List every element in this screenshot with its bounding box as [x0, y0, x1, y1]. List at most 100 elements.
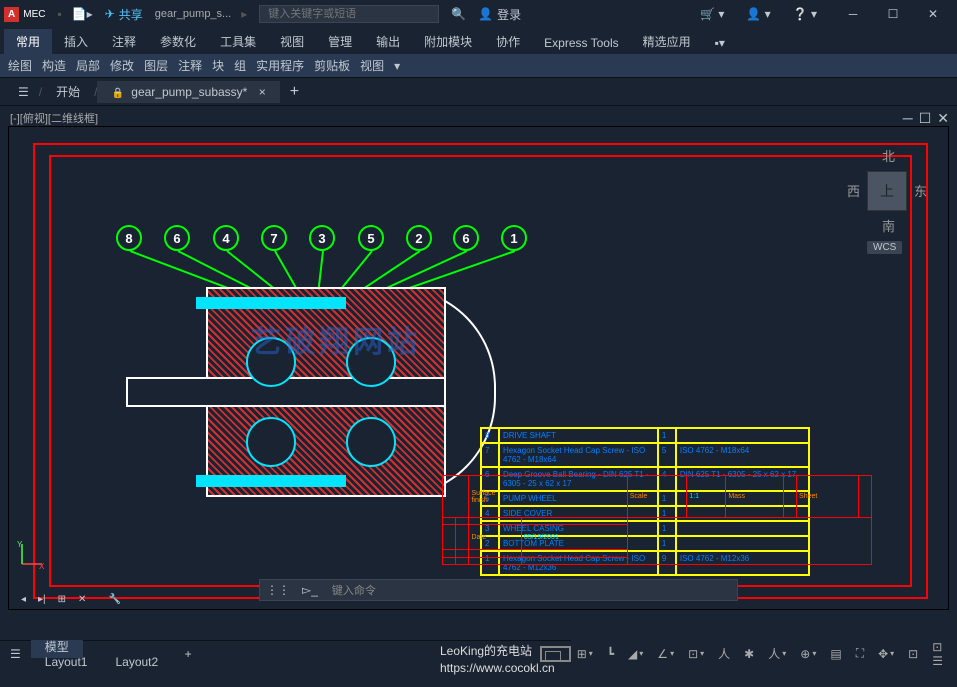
viewcube-top-face[interactable]: 上 [867, 171, 907, 211]
viewport-bottom-controls: ◂ ▸| ⊞ ✕ 🔧 [17, 594, 125, 605]
ribbon-tab-0[interactable]: 常用 [4, 29, 52, 54]
vp-layout-icon[interactable]: ⊞ [54, 594, 70, 605]
ribbon-panel-8[interactable]: 实用程序 [256, 57, 304, 74]
ribbon-tab-3[interactable]: 参数化 [148, 29, 208, 54]
new-tab-button[interactable]: + [280, 83, 309, 101]
cycling-icon[interactable]: ▤ [824, 647, 847, 661]
ribbon-tab-2[interactable]: 注释 [100, 29, 148, 54]
ribbon-panel-3[interactable]: 修改 [110, 57, 134, 74]
quickprops-icon[interactable]: ⊡ [902, 647, 924, 661]
close-button[interactable]: ✕ [913, 0, 953, 28]
ribbon-panel-6[interactable]: 块 [212, 57, 224, 74]
grid-icon[interactable]: ⊞ ▾ [571, 647, 599, 661]
workspace-icon[interactable]: ⛶ [850, 646, 870, 661]
ribbon-tab-6[interactable]: 管理 [316, 29, 364, 54]
separator: ▪ [57, 7, 61, 21]
ribbon-tab-5[interactable]: 视图 [268, 29, 316, 54]
ribbon-panel-1[interactable]: 构造 [42, 57, 66, 74]
minimize-button[interactable]: ─ [833, 0, 873, 28]
units-icon[interactable]: ✥ ▾ [872, 647, 900, 661]
layout-tab-Layout2[interactable]: Layout2 [101, 651, 172, 673]
layout-menu[interactable]: ☰ [0, 647, 31, 661]
viewcube-north[interactable]: 北 [882, 146, 895, 165]
model-space-icon[interactable] [540, 646, 571, 662]
drawing-canvas[interactable]: 864735261 艺破翔网站 8DRIVE SHAFT17Hexagon So… [8, 126, 949, 610]
layout-tab-Layout1[interactable]: Layout1 [31, 651, 102, 673]
app-logo: A [4, 7, 19, 22]
search-input[interactable] [259, 5, 439, 23]
viewcube-east[interactable]: 东 [914, 181, 927, 200]
ribbon-panel-9[interactable]: 剪贴板 [314, 57, 350, 74]
ribbon-tab-1[interactable]: 插入 [52, 29, 100, 54]
table-cell: Hexagon Socket Head Cap Screw - ISO 4762… [499, 443, 658, 467]
login-button[interactable]: 👤 登录 [472, 6, 527, 23]
ortho-icon[interactable]: ◢ ▾ [622, 647, 649, 661]
scale-icon[interactable]: ✱ [738, 647, 760, 661]
titlebar: A MEC ▪ 📄▸ ✈ 共享 gear_pump_s... ▸ 🔍 👤 登录 … [0, 0, 957, 28]
bolt-bottom [196, 475, 346, 487]
wcs-badge[interactable]: WCS [867, 241, 902, 254]
start-tab[interactable]: 开始 [42, 79, 94, 104]
table-row: 7Hexagon Socket Head Cap Screw - ISO 476… [481, 443, 809, 467]
ribbon-tab-8[interactable]: 附加模块 [412, 29, 484, 54]
vp-wrench-icon[interactable]: 🔧 [104, 594, 124, 605]
cart-icon[interactable]: 🛒 ▾ [694, 7, 730, 21]
vp-tab-icon[interactable]: ◂ [17, 594, 30, 605]
drawing-frame-inner: 864735261 艺破翔网站 8DRIVE SHAFT17Hexagon So… [49, 155, 912, 587]
polar-icon[interactable]: ∠ ▾ [651, 647, 680, 661]
vp-minimize-icon[interactable]: ─ [903, 110, 913, 127]
ribbon-tab-7[interactable]: 输出 [364, 29, 412, 54]
vp-close-icon[interactable]: ✕ [937, 110, 949, 127]
file-tab-current[interactable]: 🔒 gear_pump_subassy* × [97, 81, 279, 103]
ribbon-tab-4[interactable]: 工具集 [208, 29, 268, 54]
viewport[interactable]: [-][俯视][二维线框] ─ ☐ ✕ 864735261 [0, 106, 957, 640]
viewcube-south[interactable]: 南 [882, 216, 895, 235]
maximize-button[interactable]: ☐ [873, 0, 913, 28]
help-icon[interactable]: ❔ ▾ [787, 7, 823, 21]
vp-maximize-icon[interactable]: ☐ [919, 110, 932, 127]
ribbon-overflow-icon[interactable]: ▪▾ [703, 32, 737, 54]
ribbon-tab-10[interactable]: Express Tools [532, 32, 630, 54]
svg-text:X: X [39, 562, 45, 569]
search-icon[interactable]: 🔍 [445, 7, 472, 21]
snap-icon[interactable]: ┗ [601, 647, 620, 661]
viewcube[interactable]: 北 南 东 西 上 WCS [842, 136, 932, 256]
add-layout-button[interactable]: + [177, 647, 200, 661]
status-bar: ⊞ ▾ ┗ ◢ ▾ ∠ ▾ ⊡ ▾ 人 ✱ 人 ▾ ⊕ ▾ ▤ ⛶ ✥ ▾ ⊡ … [571, 640, 957, 668]
viewport-controls: ─ ☐ ✕ [903, 110, 949, 127]
cmdline-arrow-icon[interactable]: ▻_ [296, 583, 324, 597]
viewport-label[interactable]: [-][俯视][二维线框] [10, 110, 98, 126]
transparency-icon[interactable]: ⊕ ▾ [794, 647, 822, 661]
ribbon-panel-2[interactable]: 局部 [76, 57, 100, 74]
ribbon-panel-more[interactable]: ▾ [394, 59, 400, 73]
file-tabs-menu[interactable]: ☰ [8, 85, 39, 99]
cmdline-prompt: 键入命令 [324, 582, 384, 598]
isolate-icon[interactable]: ⊡ ☰ [926, 640, 949, 668]
lock-icon: 🔒 [111, 88, 123, 99]
lineweight-icon[interactable]: 人 ▾ [762, 645, 792, 662]
ribbon-tab-9[interactable]: 协作 [484, 29, 532, 54]
ribbon-panel-4[interactable]: 图层 [144, 57, 168, 74]
share-button[interactable]: ✈ 共享 [99, 6, 149, 23]
close-tab-icon[interactable]: × [259, 85, 266, 99]
ribbon-panel-10[interactable]: 视图 [360, 57, 384, 74]
autodesk-icon[interactable]: 👤 ▾ [740, 7, 776, 21]
separator: ▸ [241, 7, 247, 21]
command-line[interactable]: ⋮⋮ ▻_ 键入命令 [259, 579, 738, 601]
ribbon-panel-5[interactable]: 注释 [178, 57, 202, 74]
ribbon-panel-0[interactable]: 绘图 [8, 57, 32, 74]
viewcube-west[interactable]: 西 [847, 181, 860, 200]
recent-files-icon[interactable]: 📄▸ [66, 7, 99, 21]
ribbon-panel-7[interactable]: 组 [234, 57, 246, 74]
balloon-8: 8 [116, 225, 142, 251]
ribbon-tab-11[interactable]: 精选应用 [631, 29, 703, 54]
table-cell: DRIVE SHAFT [499, 428, 658, 443]
ribbon-panels: 绘图构造局部修改图层注释块组实用程序剪贴板视图 ▾ [0, 54, 957, 78]
anno-icon[interactable]: 人 [712, 645, 736, 662]
osnap-icon[interactable]: ⊡ ▾ [682, 647, 710, 661]
vp-close-icon[interactable]: ✕ [74, 594, 90, 605]
vp-tab-icon[interactable]: ▸| [34, 594, 50, 605]
cmdline-handle-icon[interactable]: ⋮⋮ [260, 583, 296, 597]
table-cell: ISO 4762 - M18x64 [676, 443, 809, 467]
ucs-icon: YX [17, 539, 47, 569]
